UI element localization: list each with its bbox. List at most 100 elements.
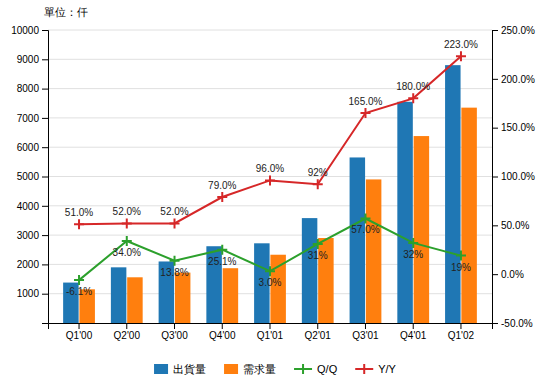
bar-series bbox=[63, 65, 460, 323]
x-tick-mark bbox=[413, 323, 414, 329]
data-label: 165.0% bbox=[349, 96, 383, 107]
y-axis: 1000200030004000500060007000800090001000… bbox=[11, 25, 48, 324]
data-label: 34.0% bbox=[113, 247, 141, 258]
x-tick-label: Q1'01 bbox=[257, 330, 284, 341]
y-tick-mark bbox=[42, 206, 48, 207]
x-tick-label: Q3'01 bbox=[352, 330, 379, 341]
y-tick: 5000 bbox=[17, 171, 48, 182]
y-tick: 8000 bbox=[17, 83, 48, 94]
y-axis-label: 單位：仟 bbox=[44, 6, 88, 18]
legend-marker bbox=[359, 364, 369, 374]
y2-tick-label: 250.0% bbox=[501, 25, 535, 36]
plot-area: -6.1%34.0%13.8%25.1%3.0%31%57.0%32%19%51… bbox=[11, 25, 535, 341]
x-tick: Q1'00 bbox=[66, 323, 93, 341]
x-tick-mark bbox=[270, 323, 271, 329]
y2-tick: 100.0% bbox=[492, 171, 535, 182]
marker bbox=[360, 108, 370, 118]
data-label: 31% bbox=[308, 250, 328, 261]
y-tick-mark bbox=[42, 147, 48, 148]
x-tick-mark bbox=[174, 323, 175, 329]
data-label: 180.0% bbox=[396, 81, 430, 92]
chart: -6.1%34.0%13.8%25.1%3.0%31%57.0%32%19%51… bbox=[0, 0, 550, 385]
x-tick-mark bbox=[365, 323, 366, 329]
y-tick: 3000 bbox=[17, 230, 48, 241]
bar-series bbox=[79, 108, 476, 323]
bar bbox=[350, 157, 365, 323]
x-tick-label: Q1'02 bbox=[448, 330, 475, 341]
marker bbox=[217, 192, 227, 202]
legend-marker bbox=[298, 364, 308, 374]
y-tick-mark bbox=[42, 235, 48, 236]
y2-tick-label: 100.0% bbox=[501, 171, 535, 182]
x-axis: Q1'00Q2'00Q3'00Q4'00Q1'01Q2'01Q3'01Q4'01… bbox=[49, 323, 493, 341]
bar bbox=[366, 179, 381, 323]
data-labels: -6.1%34.0%13.8%25.1%3.0%31%57.0%32%19%51… bbox=[65, 39, 478, 297]
bar bbox=[127, 277, 142, 323]
marker bbox=[122, 236, 132, 246]
marker bbox=[265, 175, 275, 185]
y-tick-label: 6000 bbox=[17, 142, 40, 153]
marker bbox=[456, 251, 466, 261]
marker bbox=[265, 266, 275, 276]
y2-tick-mark bbox=[492, 225, 498, 226]
x-tick-label: Q1'00 bbox=[66, 330, 93, 341]
marker bbox=[217, 245, 227, 255]
marker bbox=[74, 275, 84, 285]
bar bbox=[175, 273, 190, 323]
legend-label: Q/Q bbox=[317, 363, 338, 375]
bar bbox=[414, 136, 429, 323]
data-label: 52.0% bbox=[113, 206, 141, 217]
y-tick-mark bbox=[42, 294, 48, 295]
y2-axis: -50.0%0.0%50.0%100.0%150.0%200.0%250.0% bbox=[492, 25, 535, 329]
y2-tick-mark bbox=[492, 323, 498, 324]
y-tick-label: 8000 bbox=[17, 83, 40, 94]
x-tick: Q2'00 bbox=[114, 323, 141, 341]
y-tick-mark bbox=[42, 264, 48, 265]
data-label: 51.0% bbox=[65, 207, 93, 218]
x-tick-label: Q4'00 bbox=[209, 330, 236, 341]
x-axis-line bbox=[49, 324, 493, 330]
y2-tick-label: 200.0% bbox=[501, 74, 535, 85]
y2-tick-mark bbox=[492, 274, 498, 275]
y2-tick: -50.0% bbox=[492, 318, 533, 329]
x-tick: Q1'01 bbox=[257, 323, 284, 341]
legend-swatch bbox=[224, 364, 238, 374]
data-label: 96.0% bbox=[256, 163, 284, 174]
y2-tick-mark bbox=[492, 177, 498, 178]
x-tick-mark bbox=[460, 323, 461, 329]
y2-tick-mark bbox=[492, 128, 498, 129]
legend: 出貨量需求量Q/QY/Y bbox=[154, 363, 397, 375]
marker bbox=[74, 219, 84, 229]
data-label: 223.0% bbox=[444, 39, 478, 50]
grid-line bbox=[48, 30, 492, 31]
y-tick: 10000 bbox=[11, 25, 48, 36]
data-label: 52.0% bbox=[160, 206, 188, 217]
y2-tick: 250.0% bbox=[492, 25, 535, 36]
y-tick-label: 2000 bbox=[17, 259, 40, 270]
y2-tick-label: 150.0% bbox=[501, 122, 535, 133]
x-tick-label: Q2'00 bbox=[114, 330, 141, 341]
y-tick-label: 1000 bbox=[17, 288, 40, 299]
y-tick-mark bbox=[42, 30, 48, 31]
marker bbox=[122, 218, 132, 228]
y-tick-label: 3000 bbox=[17, 230, 40, 241]
bar bbox=[461, 108, 476, 323]
y-tick-label: 4000 bbox=[17, 201, 40, 212]
y-tick: 4000 bbox=[17, 201, 48, 212]
y-tick-mark bbox=[42, 118, 48, 119]
marker bbox=[360, 213, 370, 223]
bar bbox=[270, 255, 285, 323]
bar bbox=[445, 65, 460, 323]
y2-tick-label: 0.0% bbox=[501, 269, 524, 280]
marker bbox=[170, 218, 180, 228]
x-tick: Q2'01 bbox=[305, 323, 332, 341]
y2-tick: 150.0% bbox=[492, 122, 535, 133]
y-tick: 6000 bbox=[17, 142, 48, 153]
y2-tick-mark bbox=[492, 30, 498, 31]
legend-item: Q/Q bbox=[294, 363, 338, 375]
bar bbox=[302, 218, 317, 323]
y-tick: 9000 bbox=[17, 54, 48, 65]
y-tick-mark bbox=[42, 59, 48, 60]
bar bbox=[397, 102, 412, 323]
data-label: 3.0% bbox=[259, 277, 282, 288]
